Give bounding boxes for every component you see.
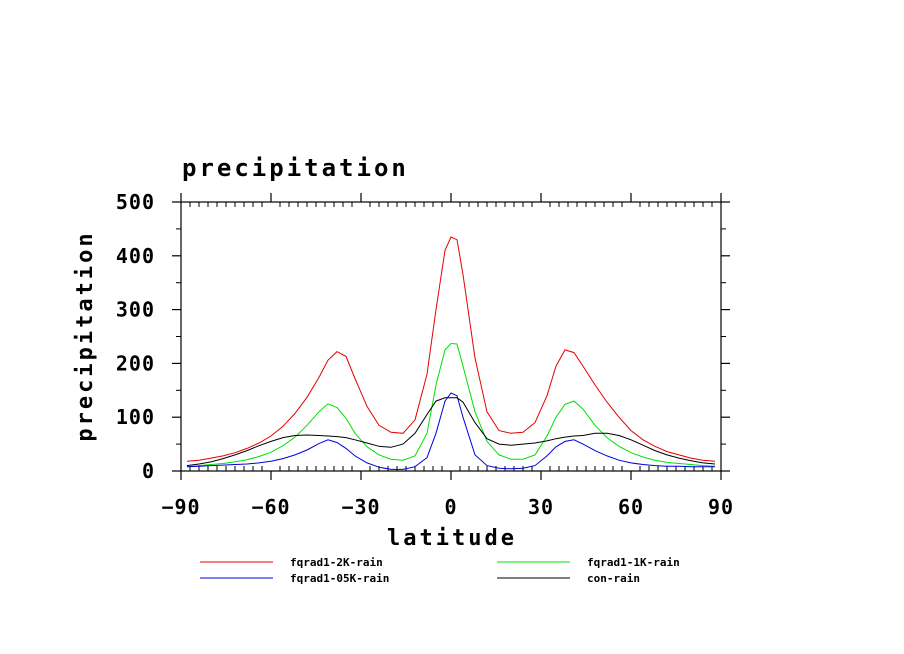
legend: fqrad1-2K-rain fqrad1-1K-rain fqrad1-05K-r… <box>200 556 680 585</box>
y-tick-label: 500 <box>116 190 155 214</box>
x-axis-label: latitude <box>387 526 517 551</box>
legend-label: fqrad1-05K-rain <box>290 572 389 585</box>
x-tick-label: −30 <box>341 495 380 519</box>
chart-title: precipitation <box>182 154 409 182</box>
x-tick-label: −90 <box>161 495 200 519</box>
y-tick-label: 100 <box>116 405 155 429</box>
x-tick-labels: −90 −60 −30 0 30 60 90 <box>161 495 734 519</box>
y-tick-label: 300 <box>116 298 155 322</box>
major-ticks <box>172 193 730 480</box>
series-line-fqrad1-1K-rain <box>186 342 716 468</box>
legend-label: fqrad1-1K-rain <box>587 556 680 569</box>
series-line-con-rain <box>186 397 716 467</box>
x-tick-label: 0 <box>444 495 457 519</box>
series-line-fqrad1-2K-rain <box>186 236 716 462</box>
y-tick-labels: 0 100 200 300 400 500 <box>116 190 155 483</box>
y-axis-label: precipitation <box>73 230 98 441</box>
plot-frame <box>180 201 722 472</box>
y-tick-label: 200 <box>116 351 155 375</box>
y-tick-label: 0 <box>142 459 155 483</box>
minor-ticks <box>176 202 726 471</box>
y-tick-label: 400 <box>116 244 155 268</box>
x-tick-label: 90 <box>708 495 734 519</box>
legend-label: con-rain <box>587 572 640 585</box>
series-line-fqrad1-05K-rain <box>186 392 715 470</box>
legend-label: fqrad1-2K-rain <box>290 556 383 569</box>
x-tick-label: 60 <box>618 495 644 519</box>
x-tick-label: −60 <box>251 495 290 519</box>
series-lines <box>186 236 716 470</box>
x-tick-label: 30 <box>528 495 554 519</box>
